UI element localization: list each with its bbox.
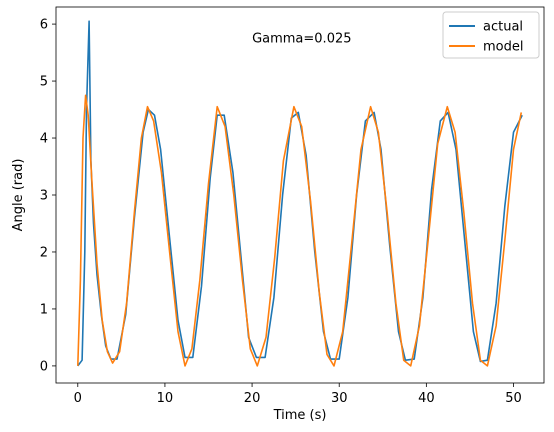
x-axis-label: Time (s) xyxy=(273,408,327,423)
y-tick-label: 5 xyxy=(40,75,48,90)
y-tick-label: 6 xyxy=(40,18,48,33)
plot-area xyxy=(56,7,544,383)
y-tick-label: 0 xyxy=(40,359,48,374)
legend-label-actual: actual xyxy=(483,20,523,35)
y-tick-label: 4 xyxy=(40,132,48,147)
series-line-model xyxy=(77,94,523,367)
x-tick-label: 40 xyxy=(418,391,435,406)
series-layer xyxy=(77,20,523,367)
x-tick-label: 10 xyxy=(157,391,174,406)
legend-label-model: model xyxy=(483,40,523,55)
y-tick-label: 3 xyxy=(40,189,48,204)
y-tick-label: 2 xyxy=(40,245,48,260)
y-tick-label: 1 xyxy=(40,302,48,317)
legend: actual model xyxy=(442,11,540,59)
series-line-actual xyxy=(77,20,523,367)
x-tick-label: 20 xyxy=(244,391,261,406)
x-tick-label: 0 xyxy=(74,391,82,406)
x-tick-label: 30 xyxy=(331,391,348,406)
y-axis-label: Angle (rad) xyxy=(11,159,26,232)
axes-layer: 0 10 20 30 40 50 0 1 2 3 4 5 6 xyxy=(40,6,545,406)
annotation-text: Gamma=0.025 xyxy=(252,31,351,46)
x-tick-label: 50 xyxy=(505,391,522,406)
